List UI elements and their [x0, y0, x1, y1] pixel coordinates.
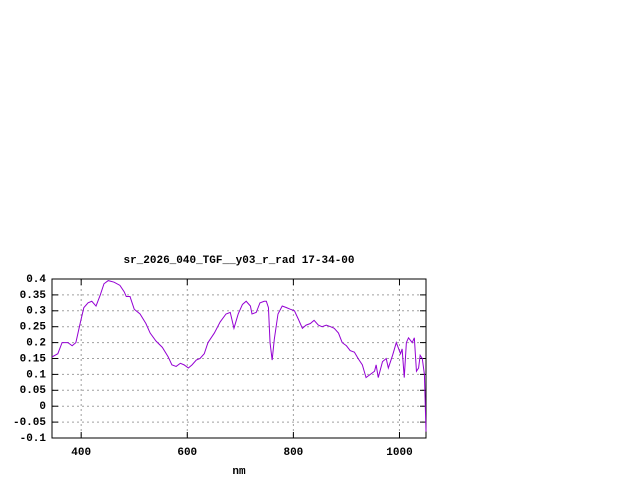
- x-tick-label: 600: [177, 447, 197, 459]
- x-axis-label: nm: [232, 466, 246, 478]
- x-tick-label: 400: [71, 447, 91, 459]
- y-tick-label: 0.2: [26, 338, 46, 350]
- chart-title: sr_2026_040_TGF__y03_r_rad 17-34-00: [123, 255, 354, 267]
- plot-frame: [51, 278, 427, 439]
- y-tick-label: 0.3: [26, 306, 46, 318]
- y-tick-label: 0.15: [20, 353, 47, 365]
- y-tick-label: 0: [39, 401, 46, 413]
- y-tick-label: -0.05: [13, 417, 46, 429]
- y-tick-label: 0.1: [26, 369, 46, 381]
- x-tick-label: 800: [283, 447, 303, 459]
- x-tick-label: 1000: [386, 447, 412, 459]
- y-tick-label: 0.05: [20, 385, 47, 397]
- y-tick-label: -0.1: [20, 433, 47, 445]
- y-tick-label: 0.35: [20, 290, 47, 302]
- data-line: [51, 280, 427, 432]
- y-tick-label: 0.25: [20, 322, 47, 334]
- y-tick-label: 0.4: [26, 274, 46, 286]
